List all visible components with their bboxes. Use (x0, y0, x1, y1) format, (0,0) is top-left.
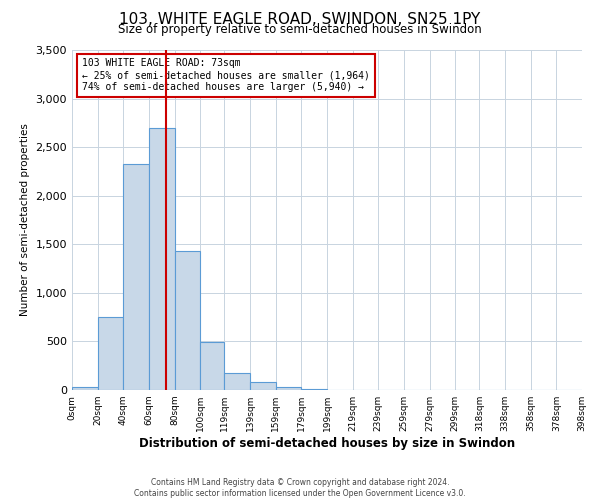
Text: Size of property relative to semi-detached houses in Swindon: Size of property relative to semi-detach… (118, 22, 482, 36)
Bar (175, 251, 200, 390)
Bar (224, 374, 250, 390)
Y-axis label: Number of semi-detached properties: Number of semi-detached properties (20, 124, 30, 316)
X-axis label: Distribution of semi-detached houses by size in Swindon: Distribution of semi-detached houses by … (139, 437, 515, 450)
Bar (149, 128, 175, 390)
Bar (123, 164, 149, 390)
Text: 103 WHITE EAGLE ROAD: 73sqm
← 25% of semi-detached houses are smaller (1,964)
74: 103 WHITE EAGLE ROAD: 73sqm ← 25% of sem… (82, 58, 370, 92)
Bar (200, 342, 224, 390)
Text: Contains HM Land Registry data © Crown copyright and database right 2024.
Contai: Contains HM Land Registry data © Crown c… (134, 478, 466, 498)
Bar (301, 389, 327, 390)
Bar (250, 382, 276, 390)
Bar (72, 387, 98, 390)
Bar (98, 317, 123, 390)
Bar (276, 387, 301, 390)
Text: 103, WHITE EAGLE ROAD, SWINDON, SN25 1PY: 103, WHITE EAGLE ROAD, SWINDON, SN25 1PY (119, 12, 481, 28)
